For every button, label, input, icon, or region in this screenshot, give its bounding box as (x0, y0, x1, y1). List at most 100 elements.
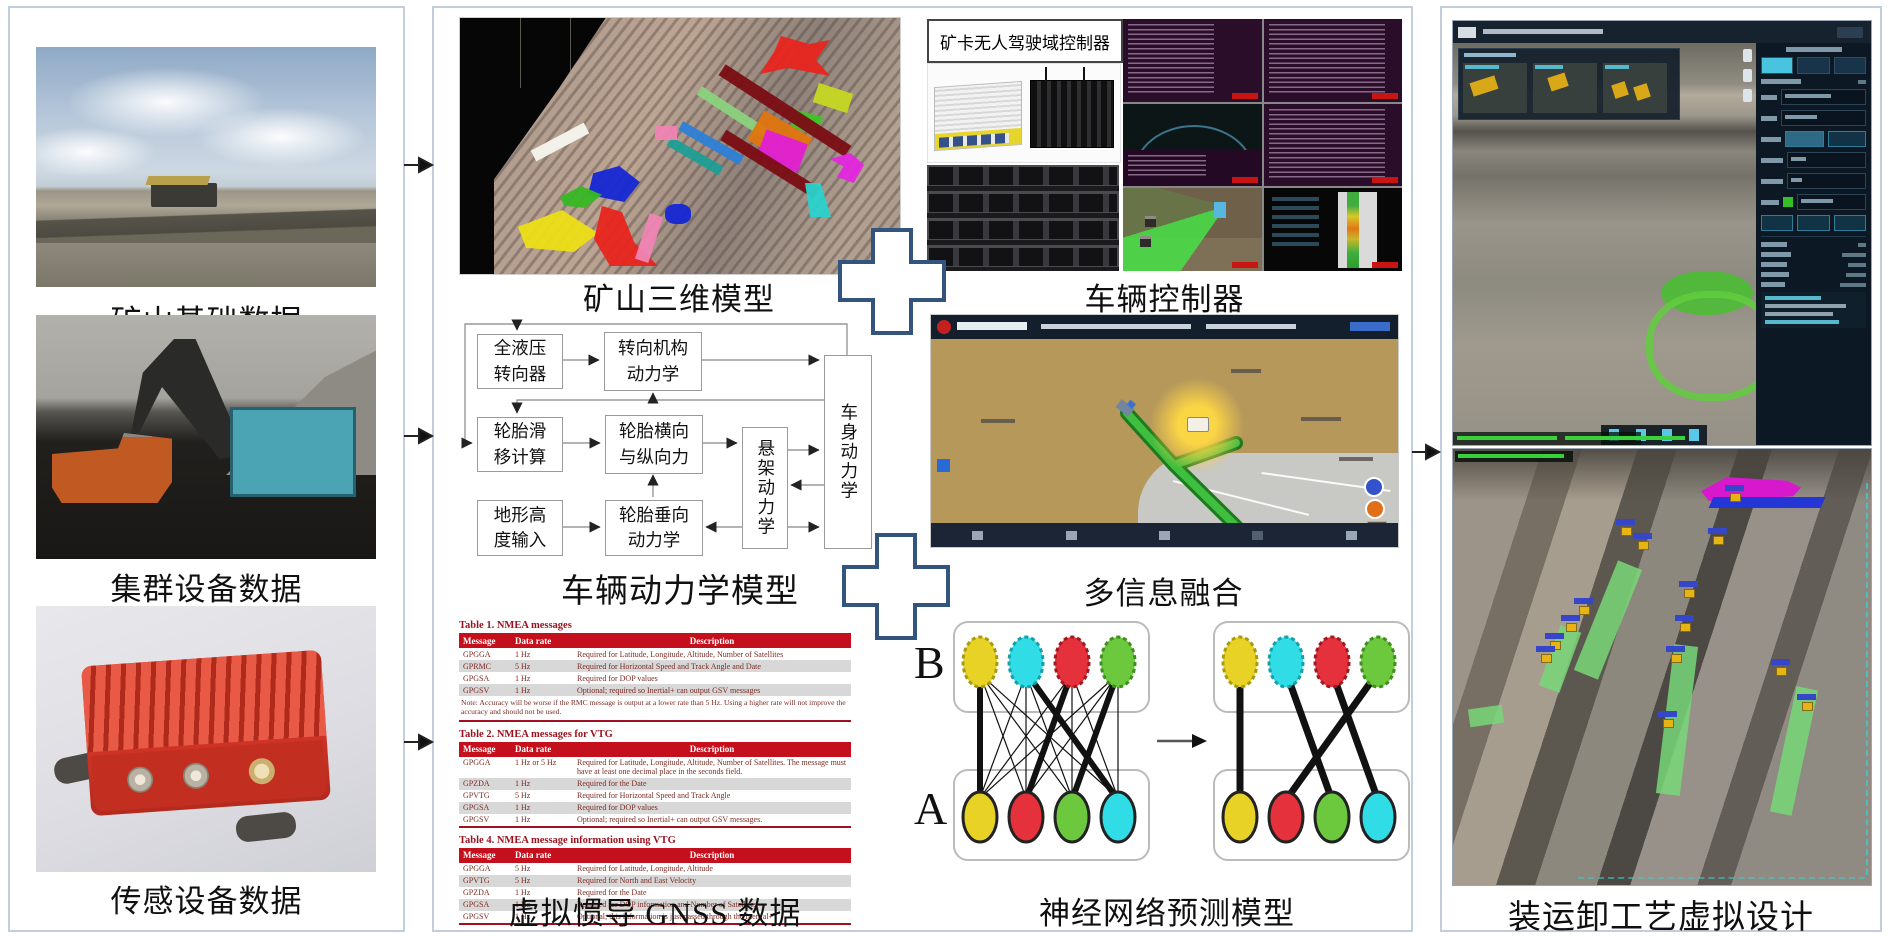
map-locate-button (1364, 477, 1384, 497)
table-title: Table 1. NMEA messages (459, 620, 572, 631)
map-viewport (1453, 43, 1778, 445)
tab (1833, 57, 1866, 74)
controller-unit-white (934, 80, 1022, 152)
annotated-pit-screenshot (1452, 448, 1872, 886)
table-row: GPGSA 1 Hz Required for DOP values (459, 801, 851, 814)
table-header: Message Data rate Description (459, 633, 851, 648)
table-row: GPGSA 1 Hz Required for DOP values (463, 673, 658, 683)
nmea-tables: Table 1. NMEA messages Message Data rate… (459, 620, 851, 925)
status-readout (1453, 432, 1685, 445)
mine-site-photo (36, 47, 376, 287)
terminal-screen (1263, 103, 1402, 187)
tab (1797, 57, 1830, 74)
map-header-bar (931, 315, 1398, 339)
action-buttons (1761, 215, 1866, 231)
properties-sidebar (1756, 43, 1871, 445)
info-readout (1761, 292, 1866, 328)
vehicle-highlight (1149, 377, 1245, 473)
domain-controller-label: 矿卡无人驾驶域控制器 (927, 19, 1123, 63)
flowchart-connectors (461, 319, 848, 533)
nmea-table-1: Table 1. NMEA messages Message Data rate… (459, 620, 851, 722)
flow-box-tire-vertical: 轮胎垂向动力学 (605, 500, 703, 556)
equipment-thumbnail-panel (1458, 48, 1680, 120)
table-header: Message Data rate Description (459, 741, 851, 757)
controller-rack-photo (927, 165, 1119, 271)
middle-panel: 矿山三维模型 矿卡无人驾驶域控制器 (432, 6, 1413, 932)
radar-view-screen (1123, 103, 1262, 187)
thumbnail-card (1603, 63, 1667, 113)
figure-caption: 多信息融合 (1083, 576, 1244, 611)
layer-label-b: B (914, 637, 945, 688)
table-row: GPGSA 1 Hz Required for DOP information an… (459, 898, 851, 911)
orange-hauler (52, 433, 172, 503)
neural-network-figure: B A (914, 614, 1414, 866)
mine-3d-model-figure (459, 17, 901, 275)
brand-logo (937, 320, 951, 334)
table-note: Note: Accuracy will be worse if the RMC … (461, 698, 846, 717)
screen-label (1231, 92, 1258, 99)
toolbar-icon (972, 530, 984, 540)
controller-unit-black (1030, 67, 1114, 148)
table-row: GPVTG 5 Hz Required for Horizontal Speed a… (463, 791, 731, 801)
excavator-cab (230, 407, 356, 497)
status-readout (1455, 451, 1573, 462)
flow-box-terrain: 地形高度输入 (477, 500, 563, 556)
table-row: GPGGA 1 Hz Required for Latitude, Longitud… (463, 649, 784, 659)
plus-icon (842, 533, 950, 640)
form-input (1781, 110, 1866, 126)
flow-box-tire-slip: 轮胎滑移计算 (477, 417, 563, 472)
terminal-screen (1123, 19, 1262, 102)
toolbar-icon (1065, 530, 1077, 540)
vehicle-dynamics-flowchart: 全液压转向器 转向机构动力学 轮胎滑移计算 轮胎横向与纵向力 地形高度输入 轮胎… (460, 319, 900, 565)
road-heatmap-screen (1263, 188, 1402, 271)
form-select (1797, 194, 1866, 210)
sensor-device-photo (36, 606, 376, 872)
map-canvas (931, 339, 1398, 547)
table-row: GPGGA 5 Hz Required for Latitude, Longitud… (463, 864, 713, 874)
lidar-sim-screen (1123, 188, 1262, 271)
table-row: GPGGA 1 Hz or 5 Hz Required for Latitude, … (463, 758, 847, 777)
table-header: Message Data rate Description (459, 847, 851, 863)
figure-caption: 车辆控制器 (1084, 282, 1245, 317)
table-row: GPZDA 1 Hz Required for the Date (463, 888, 647, 898)
toolbar-icon (1345, 530, 1357, 540)
bench-zone (1573, 560, 1643, 680)
app-title-bar (1453, 21, 1871, 43)
form-input (1781, 89, 1866, 105)
gnss-imu-unit (81, 649, 331, 817)
toolbar-icon (1252, 530, 1264, 540)
toolbar-icon (1158, 530, 1170, 540)
flow-box-suspension: 悬架动力学 (742, 427, 788, 549)
map-alert-button (1365, 499, 1385, 519)
layer-label-a: A (914, 783, 948, 834)
figure-caption: 神经网络预测模型 (1039, 896, 1295, 931)
form-select (1787, 152, 1866, 168)
controller-devices-photo (927, 63, 1121, 163)
flow-box-tire-lateral: 轮胎横向与纵向力 (605, 415, 703, 474)
figure-caption: 集群设备数据 (110, 572, 303, 607)
table-row: GPGSV 1 Hz Optional; required so Inertial+… (463, 815, 763, 825)
color-swatch (1783, 197, 1793, 207)
thumbnail-card (1463, 63, 1527, 113)
dump-zone-blue (1708, 497, 1826, 508)
table-row: GPGSV 1 Hz Optional; this information is j… (463, 912, 774, 922)
nmea-table-2: Table 2. NMEA messages for VTG Message D… (459, 729, 851, 828)
table-title: Table 4. NMEA message information using … (459, 834, 676, 846)
mining-software-screenshot (1452, 20, 1872, 446)
right-panel: 装运卸工艺虚拟设计 (1440, 6, 1882, 936)
flow-box-steering: 转向机构动力学 (604, 332, 702, 391)
sidebar-tabs (1761, 57, 1866, 74)
figure-caption: 装运卸工艺虚拟设计 (1508, 900, 1814, 936)
haul-truck (151, 183, 217, 207)
segmented-toggle (1761, 131, 1866, 147)
flow-box-body: 车身动力学 (824, 355, 872, 549)
viewport-tool-icons (1743, 49, 1752, 102)
vehicle-controller-figure: 矿卡无人驾驶域控制器 (927, 17, 1402, 271)
thumbnail-card (1533, 63, 1597, 113)
controller-screens-grid (1123, 19, 1402, 271)
flow-box-hydraulic: 全液压转向器 (477, 334, 563, 389)
tab-active (1761, 57, 1794, 74)
figure-caption: 矿山三维模型 (583, 282, 775, 317)
left-panel: 矿山基础数据 集群设备数据 传感设备数据 (8, 6, 405, 932)
